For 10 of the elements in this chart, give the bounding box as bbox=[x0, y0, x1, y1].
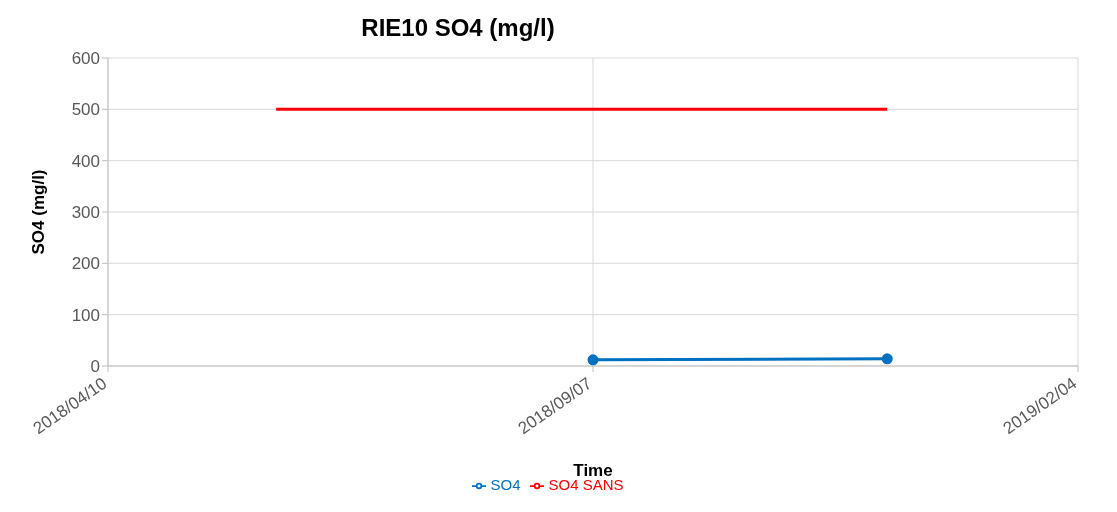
y-tick-label: 200 bbox=[71, 254, 100, 274]
legend-label: SO4 bbox=[490, 475, 521, 493]
y-tick-label: 600 bbox=[71, 49, 100, 69]
y-axis-title: SO4 (mg/l) bbox=[29, 169, 49, 255]
y-tick-label: 500 bbox=[71, 100, 100, 120]
y-tick-label: 0 bbox=[90, 357, 100, 376]
y-tick-label: 400 bbox=[71, 151, 100, 171]
y-tick-label: 300 bbox=[71, 203, 100, 223]
chart-title: RIE10 SO4 (mg/l) bbox=[360, 13, 556, 43]
y-tick-label: 100 bbox=[71, 305, 100, 325]
